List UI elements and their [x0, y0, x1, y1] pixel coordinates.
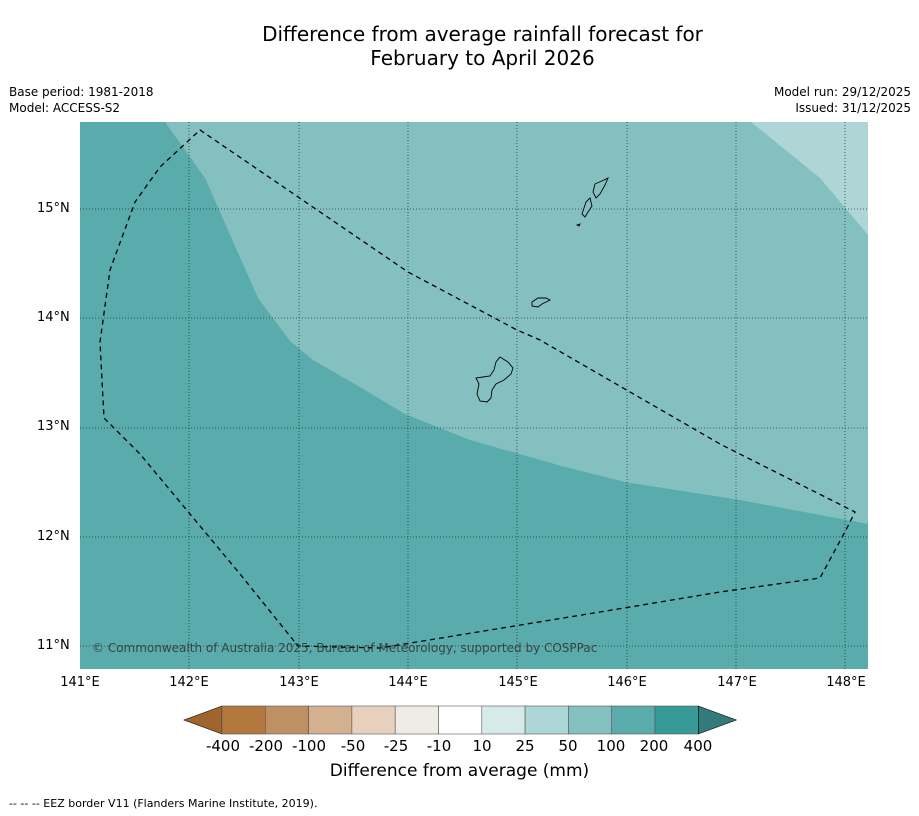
colorbar-segment — [351, 705, 396, 735]
issued-date: Issued: 31/12/2025 — [795, 101, 911, 115]
title-line-1: Difference from average rainfall forecas… — [262, 22, 703, 46]
model-run: Model run: 29/12/2025 — [773, 85, 911, 99]
islands — [475, 177, 609, 403]
cb-label-8: 50 — [558, 737, 578, 755]
forecast-map — [80, 122, 868, 669]
lat-tick-11: 11°N — [37, 638, 70, 653]
colorbar-title: Difference from average (mm) — [329, 761, 590, 781]
cb-label-1: -200 — [248, 737, 284, 755]
lon-tick-143: 143°E — [279, 675, 319, 690]
cb-label-7: 25 — [515, 737, 535, 755]
lon-tick-145: 145°E — [498, 675, 538, 690]
cb-label-6: 10 — [472, 737, 492, 755]
island-tinian — [581, 197, 593, 218]
lon-tick-142: 142°E — [169, 675, 209, 690]
base-period: Base period: 1981-2018 — [9, 85, 154, 99]
cb-label-9: 100 — [596, 737, 626, 755]
colorbar — [183, 705, 738, 735]
cb-label-5: -10 — [426, 737, 452, 755]
cb-label-11: 400 — [683, 737, 713, 755]
colorbar-segment — [568, 705, 612, 735]
lon-tick-141: 141°E — [60, 675, 100, 690]
colorbar-segment — [611, 705, 656, 735]
eez-footnote: -- -- -- EEZ border V11 (Flanders Marine… — [9, 797, 318, 810]
lat-tick-14: 14°N — [37, 310, 70, 325]
copyright-notice: © Commonwealth of Australia 2025, Bureau… — [92, 641, 598, 655]
island-guam — [475, 356, 514, 403]
meta-right: Model run: 29/12/2025 Issued: 31/12/2025 — [774, 84, 911, 116]
cb-label-3: -50 — [340, 737, 366, 755]
lat-tick-12: 12°N — [37, 529, 70, 544]
eez-border — [99, 129, 856, 649]
cb-label-4: -25 — [383, 737, 409, 755]
lon-tick-147: 147°E — [717, 675, 757, 690]
island-rota — [531, 297, 552, 308]
cb-label-2: -100 — [291, 737, 327, 755]
colorbar-segment — [524, 705, 569, 735]
title-line-2: February to April 2026 — [370, 46, 595, 70]
colorbar-segment — [481, 705, 526, 735]
meta-left: Base period: 1981-2018 Model: ACCESS-S2 — [9, 84, 154, 116]
lon-tick-144: 144°E — [388, 675, 428, 690]
colorbar-segment — [394, 705, 439, 735]
cb-label-0: -400 — [205, 737, 241, 755]
map-title: Difference from average rainfall forecas… — [0, 22, 919, 70]
lon-tick-146: 146°E — [607, 675, 647, 690]
model-name: Model: ACCESS-S2 — [9, 101, 121, 115]
colorbar-segment — [308, 705, 353, 735]
colorbar-extend-high — [697, 705, 738, 735]
band-50-100 — [165, 122, 868, 524]
colorbar-segment — [265, 705, 309, 735]
colorbar-segment — [438, 705, 483, 735]
island-saipan — [592, 177, 609, 199]
colorbar-segment — [654, 705, 699, 735]
colorbar-segment — [221, 705, 266, 735]
band-25-50 — [751, 122, 868, 235]
lat-tick-15: 15°N — [37, 201, 70, 216]
island-aguijan — [575, 223, 581, 227]
lat-tick-13: 13°N — [37, 419, 70, 434]
grid-lines — [80, 122, 868, 669]
lon-tick-148: 148°E — [826, 675, 866, 690]
colorbar-extend-low — [183, 705, 223, 735]
cb-label-10: 200 — [639, 737, 669, 755]
